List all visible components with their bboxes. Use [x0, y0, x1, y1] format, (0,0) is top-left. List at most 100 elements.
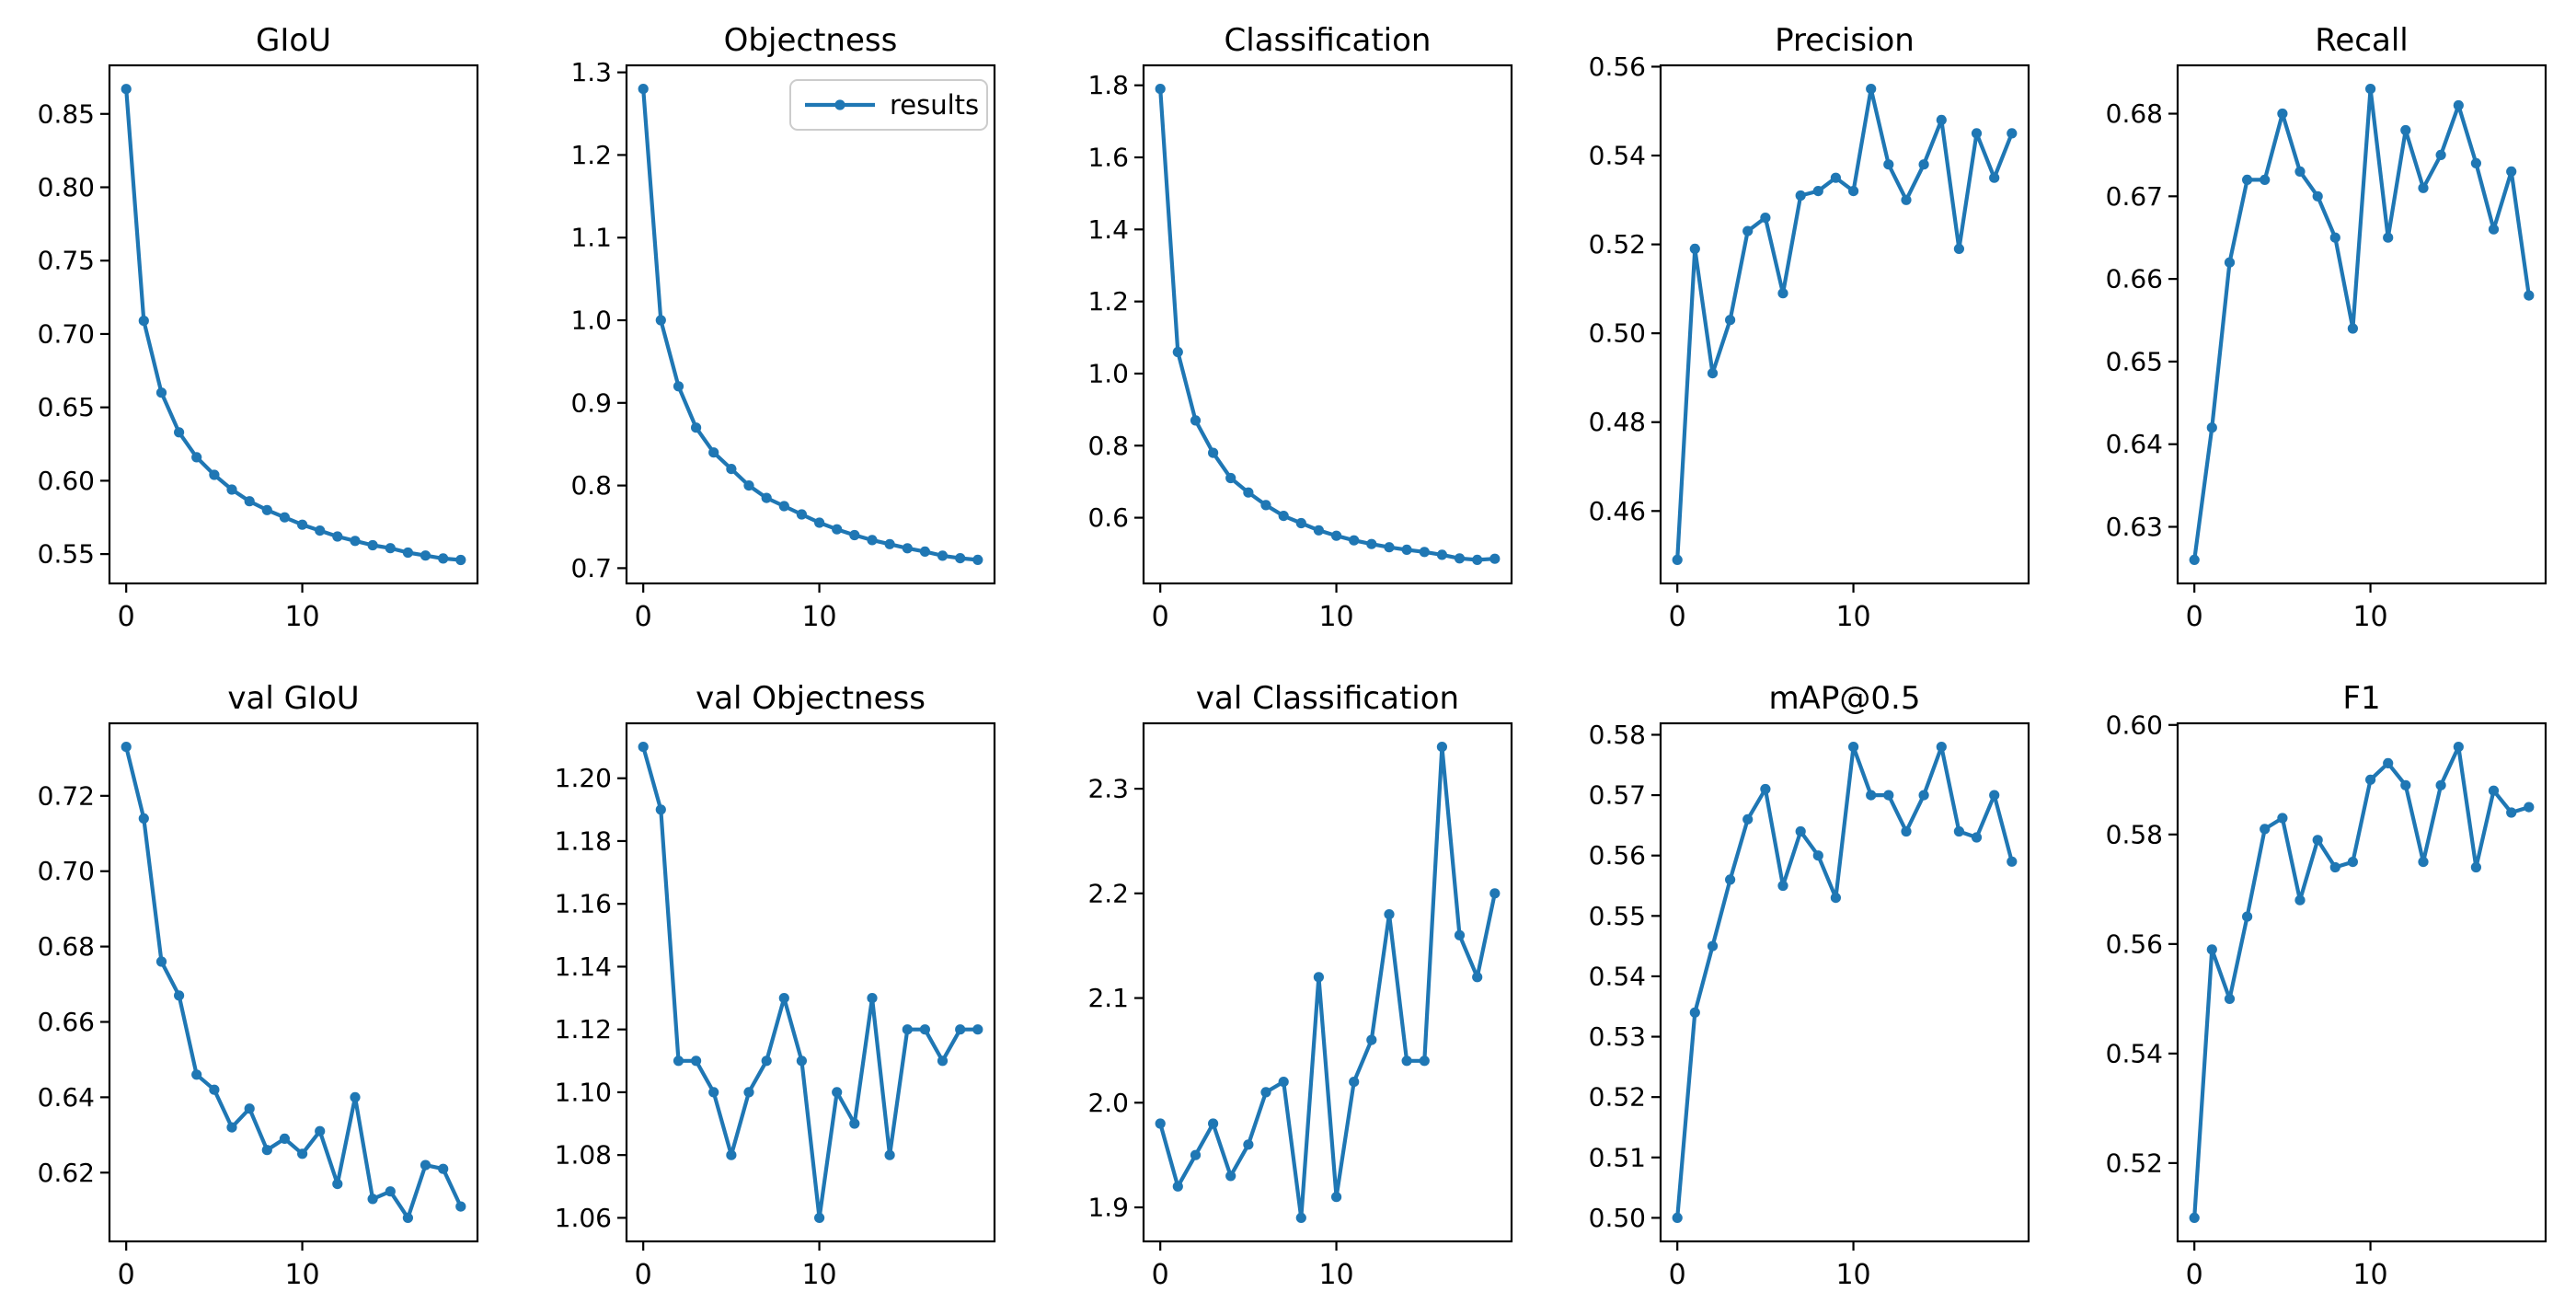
data-point: [691, 422, 702, 433]
data-point: [1866, 790, 1877, 801]
x-tick-label: 0: [635, 601, 652, 633]
data-point: [937, 550, 949, 561]
y-tick-label: 0.65: [38, 392, 95, 422]
data-point: [2435, 779, 2446, 790]
data-point: [367, 539, 378, 551]
y-tick-label: 1.9: [1087, 1193, 1129, 1223]
y-tick-label: 0.64: [38, 1082, 95, 1113]
data-point: [209, 1084, 220, 1095]
y-tick-label: 0.54: [1589, 961, 1646, 991]
data-point: [1366, 538, 1377, 549]
data-point: [1472, 554, 1483, 566]
data-point: [315, 1125, 326, 1136]
data-point: [2312, 190, 2323, 202]
data-point: [138, 316, 149, 327]
data-point: [814, 517, 825, 528]
y-tick-label: 0.7: [570, 553, 612, 583]
data-point: [1795, 190, 1806, 202]
y-tick-label: 0.85: [38, 98, 95, 129]
subplot-giou: GIoU 0.55 0.60 0.65 0.70 0.75 0.80 0.85 0 10: [38, 22, 479, 633]
y-tick-label: 0.58: [2106, 819, 2163, 849]
data-point: [1901, 825, 1912, 837]
data-point: [1689, 243, 1700, 254]
data-point: [1419, 1056, 1430, 1067]
data-point: [438, 1163, 449, 1174]
data-point: [1331, 530, 1342, 541]
data-point: [350, 536, 361, 547]
subplot-title: mAP@0.5: [1769, 680, 1921, 717]
y-tick-label: 0.52: [1589, 1082, 1646, 1113]
data-point: [1866, 84, 1877, 95]
subplot-title: Objectness: [724, 22, 898, 59]
data-point: [420, 550, 431, 561]
data-point: [2400, 124, 2411, 136]
data-point: [1883, 790, 1894, 801]
y-tick-label: 1.6: [1087, 143, 1129, 173]
data-point: [2418, 182, 2429, 193]
data-point: [1489, 888, 1501, 899]
data-point: [1760, 213, 1771, 224]
data-point: [2453, 742, 2464, 753]
data-point: [244, 496, 255, 507]
results-line: [1158, 744, 1497, 1220]
data-point: [832, 1087, 843, 1098]
data-point: [2329, 232, 2340, 243]
y-tick-label: 0.70: [38, 856, 95, 886]
y-tick-label: 0.57: [1589, 780, 1646, 811]
data-point: [1243, 487, 1254, 498]
data-point: [226, 1122, 237, 1133]
data-point: [1953, 243, 1964, 254]
data-point: [2383, 232, 2394, 243]
y-tick-label: 1.2: [1087, 286, 1129, 317]
data-point: [1812, 850, 1823, 861]
plot-border: [1142, 63, 1513, 585]
data-point: [1848, 742, 1859, 753]
data-point: [155, 956, 167, 967]
data-point: [1313, 972, 1324, 983]
data-point: [726, 464, 737, 475]
data-point: [2260, 174, 2271, 185]
data-point: [2347, 323, 2358, 334]
y-tick-label: 0.56: [1589, 840, 1646, 871]
legend: results: [789, 79, 988, 131]
data-point: [2470, 157, 2481, 168]
data-point: [673, 381, 684, 392]
data-point: [796, 509, 808, 520]
data-point: [402, 547, 413, 559]
y-tick-label: 0.54: [2106, 1038, 2163, 1068]
y-tick-label: 1.20: [555, 763, 612, 793]
data-point: [174, 990, 185, 1001]
y-tick-label: 0.54: [1589, 141, 1646, 171]
x-tick-label: 10: [1835, 1259, 1870, 1288]
data-point: [972, 1024, 983, 1035]
data-point: [1707, 368, 1719, 379]
y-tick-label: 0.8: [570, 470, 612, 501]
data-point: [2294, 166, 2306, 177]
data-point: [1260, 500, 1271, 511]
y-tick-label: 0.56: [2106, 929, 2163, 959]
y-tick-label: 0.65: [2106, 346, 2163, 376]
data-point: [2206, 944, 2217, 955]
subplot-val-giou: val GIoU 0.62 0.64 0.66 0.68 0.70 0.72 0 10: [38, 680, 479, 1291]
x-tick-label: 10: [2352, 601, 2387, 633]
data-point: [1918, 790, 1929, 801]
y-tick-label: 0.55: [38, 539, 95, 570]
data-point: [209, 469, 220, 480]
subplot-classification: Classification 0.6 0.8 1.0 1.2 1.4 1.6 1.8 0 10: [1087, 22, 1513, 633]
subplot-f1: F1 0.52 0.54 0.56 0.58 0.60 0 10: [2106, 680, 2547, 1291]
data-point: [761, 492, 772, 503]
data-point: [1331, 1192, 1342, 1203]
data-point: [1777, 288, 1788, 299]
y-tick-label: 1.14: [555, 952, 612, 982]
data-point: [778, 501, 789, 512]
data-point: [1436, 549, 1447, 560]
data-point: [867, 993, 878, 1004]
data-point: [1401, 1056, 1412, 1067]
data-point: [2453, 99, 2464, 111]
data-point: [2365, 84, 2376, 95]
subplot-objectness: Objectness 0.7 0.8 0.9 1.0 1.1 1.2 1.3 0 10 result…: [570, 22, 996, 633]
x-tick-label: 0: [2186, 1259, 2203, 1288]
data-point: [1225, 472, 1236, 484]
data-point: [919, 1024, 931, 1035]
data-point: [155, 387, 167, 398]
